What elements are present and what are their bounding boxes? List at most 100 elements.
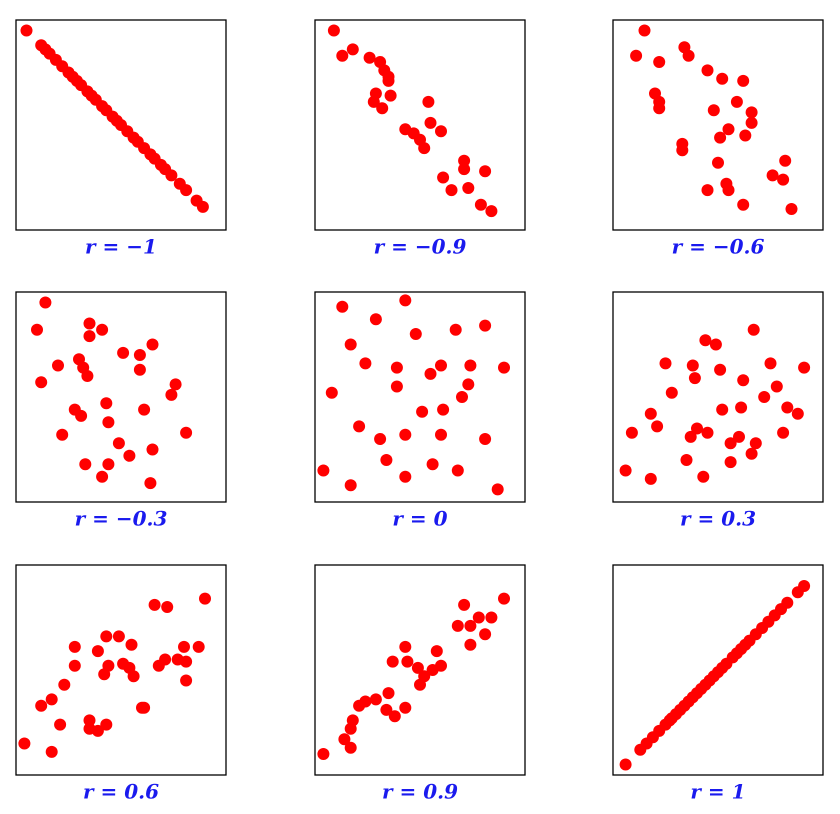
point: [359, 357, 372, 370]
point: [344, 479, 357, 492]
point: [430, 645, 443, 658]
point: [399, 640, 412, 653]
point: [411, 661, 424, 674]
point: [98, 668, 111, 681]
plot-title: r = 0.6: [83, 780, 159, 804]
point: [798, 361, 811, 374]
point: [747, 323, 760, 336]
point: [353, 420, 366, 433]
point: [31, 323, 43, 336]
point: [680, 454, 693, 466]
point: [745, 447, 758, 460]
point: [79, 458, 92, 471]
point: [317, 748, 330, 760]
plot-title: r = 1: [690, 780, 745, 804]
point: [416, 405, 429, 418]
point: [701, 426, 714, 439]
point: [709, 338, 722, 351]
point: [716, 72, 729, 85]
plot-frame: [15, 291, 227, 503]
plot-title: r = −0.3: [75, 507, 168, 531]
point: [462, 182, 475, 194]
point: [148, 598, 161, 611]
point: [344, 722, 357, 735]
point: [414, 678, 426, 691]
point: [619, 758, 632, 771]
plot-title: r = −0.6: [672, 235, 765, 259]
point: [458, 163, 471, 176]
point: [724, 456, 737, 469]
point: [382, 687, 395, 700]
point: [133, 363, 146, 376]
point: [35, 376, 48, 389]
point: [127, 670, 140, 683]
point: [180, 674, 193, 687]
point: [777, 426, 790, 439]
point: [451, 464, 464, 477]
point: [764, 357, 777, 370]
point: [479, 433, 492, 445]
point: [491, 483, 504, 496]
point: [691, 422, 703, 435]
point: [737, 374, 750, 387]
point: [730, 95, 743, 108]
point: [456, 391, 468, 403]
point: [399, 470, 412, 483]
point: [374, 433, 387, 445]
point: [449, 323, 462, 336]
point: [714, 131, 727, 144]
point: [426, 664, 439, 676]
point: [100, 718, 113, 731]
point: [498, 361, 510, 374]
plot-frame: [15, 564, 227, 776]
point: [81, 370, 94, 382]
point: [363, 51, 376, 64]
point: [125, 638, 138, 651]
point: [96, 470, 109, 483]
point: [777, 173, 790, 186]
point: [380, 703, 393, 716]
point: [749, 437, 762, 450]
point: [785, 203, 798, 215]
point: [798, 580, 811, 592]
point: [165, 169, 178, 182]
point: [781, 401, 794, 414]
point: [464, 359, 477, 372]
point: [18, 737, 31, 750]
point: [485, 611, 498, 624]
point: [479, 628, 492, 641]
point: [422, 95, 435, 108]
point: [701, 64, 714, 77]
plot-title: r = 0.9: [382, 780, 458, 804]
point: [199, 592, 211, 605]
point: [58, 678, 71, 691]
point: [712, 156, 724, 169]
point: [665, 386, 678, 399]
point: [369, 693, 382, 706]
point: [758, 391, 771, 403]
point: [192, 640, 205, 653]
point: [102, 416, 115, 429]
point: [83, 714, 96, 727]
point: [68, 659, 81, 672]
point: [146, 443, 159, 456]
point: [739, 129, 752, 142]
point: [91, 645, 104, 658]
point: [684, 430, 697, 443]
plot-title: r = 0.3: [680, 507, 756, 531]
point: [317, 464, 330, 477]
point: [100, 397, 113, 410]
point: [644, 472, 657, 485]
point: [376, 102, 389, 115]
point: [144, 477, 157, 490]
point: [779, 154, 792, 167]
point: [409, 328, 422, 340]
point: [437, 403, 450, 416]
point: [464, 638, 477, 651]
point: [180, 426, 193, 439]
point: [498, 592, 510, 605]
point: [338, 733, 351, 746]
point: [699, 334, 712, 347]
point: [745, 116, 758, 129]
plot-frame: [314, 291, 526, 503]
